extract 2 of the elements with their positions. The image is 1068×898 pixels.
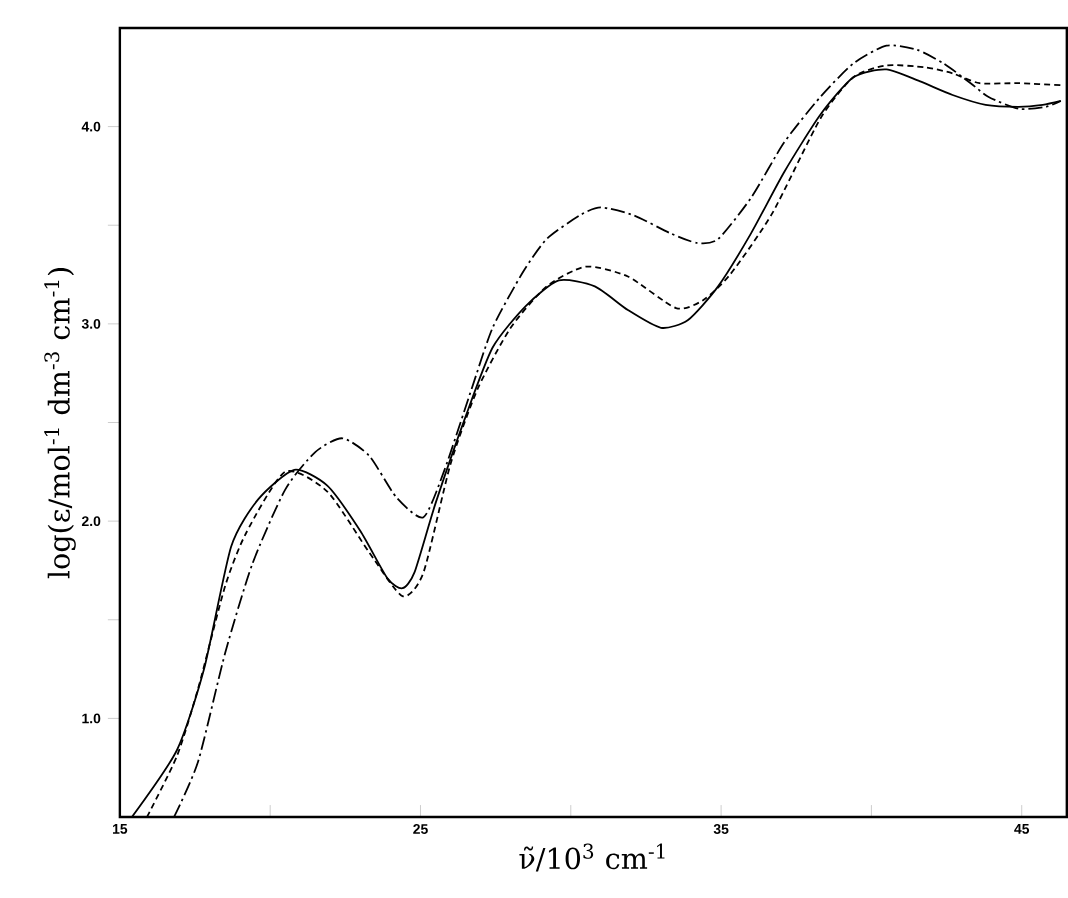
y-axis-title: log(ε/mol$^{-1}$ dm$^{-3}$ cm$^{-1}$) [44,267,76,578]
x-axis-title: ν̃/10$^{3}$ cm$^{-1}$ [519,843,665,871]
